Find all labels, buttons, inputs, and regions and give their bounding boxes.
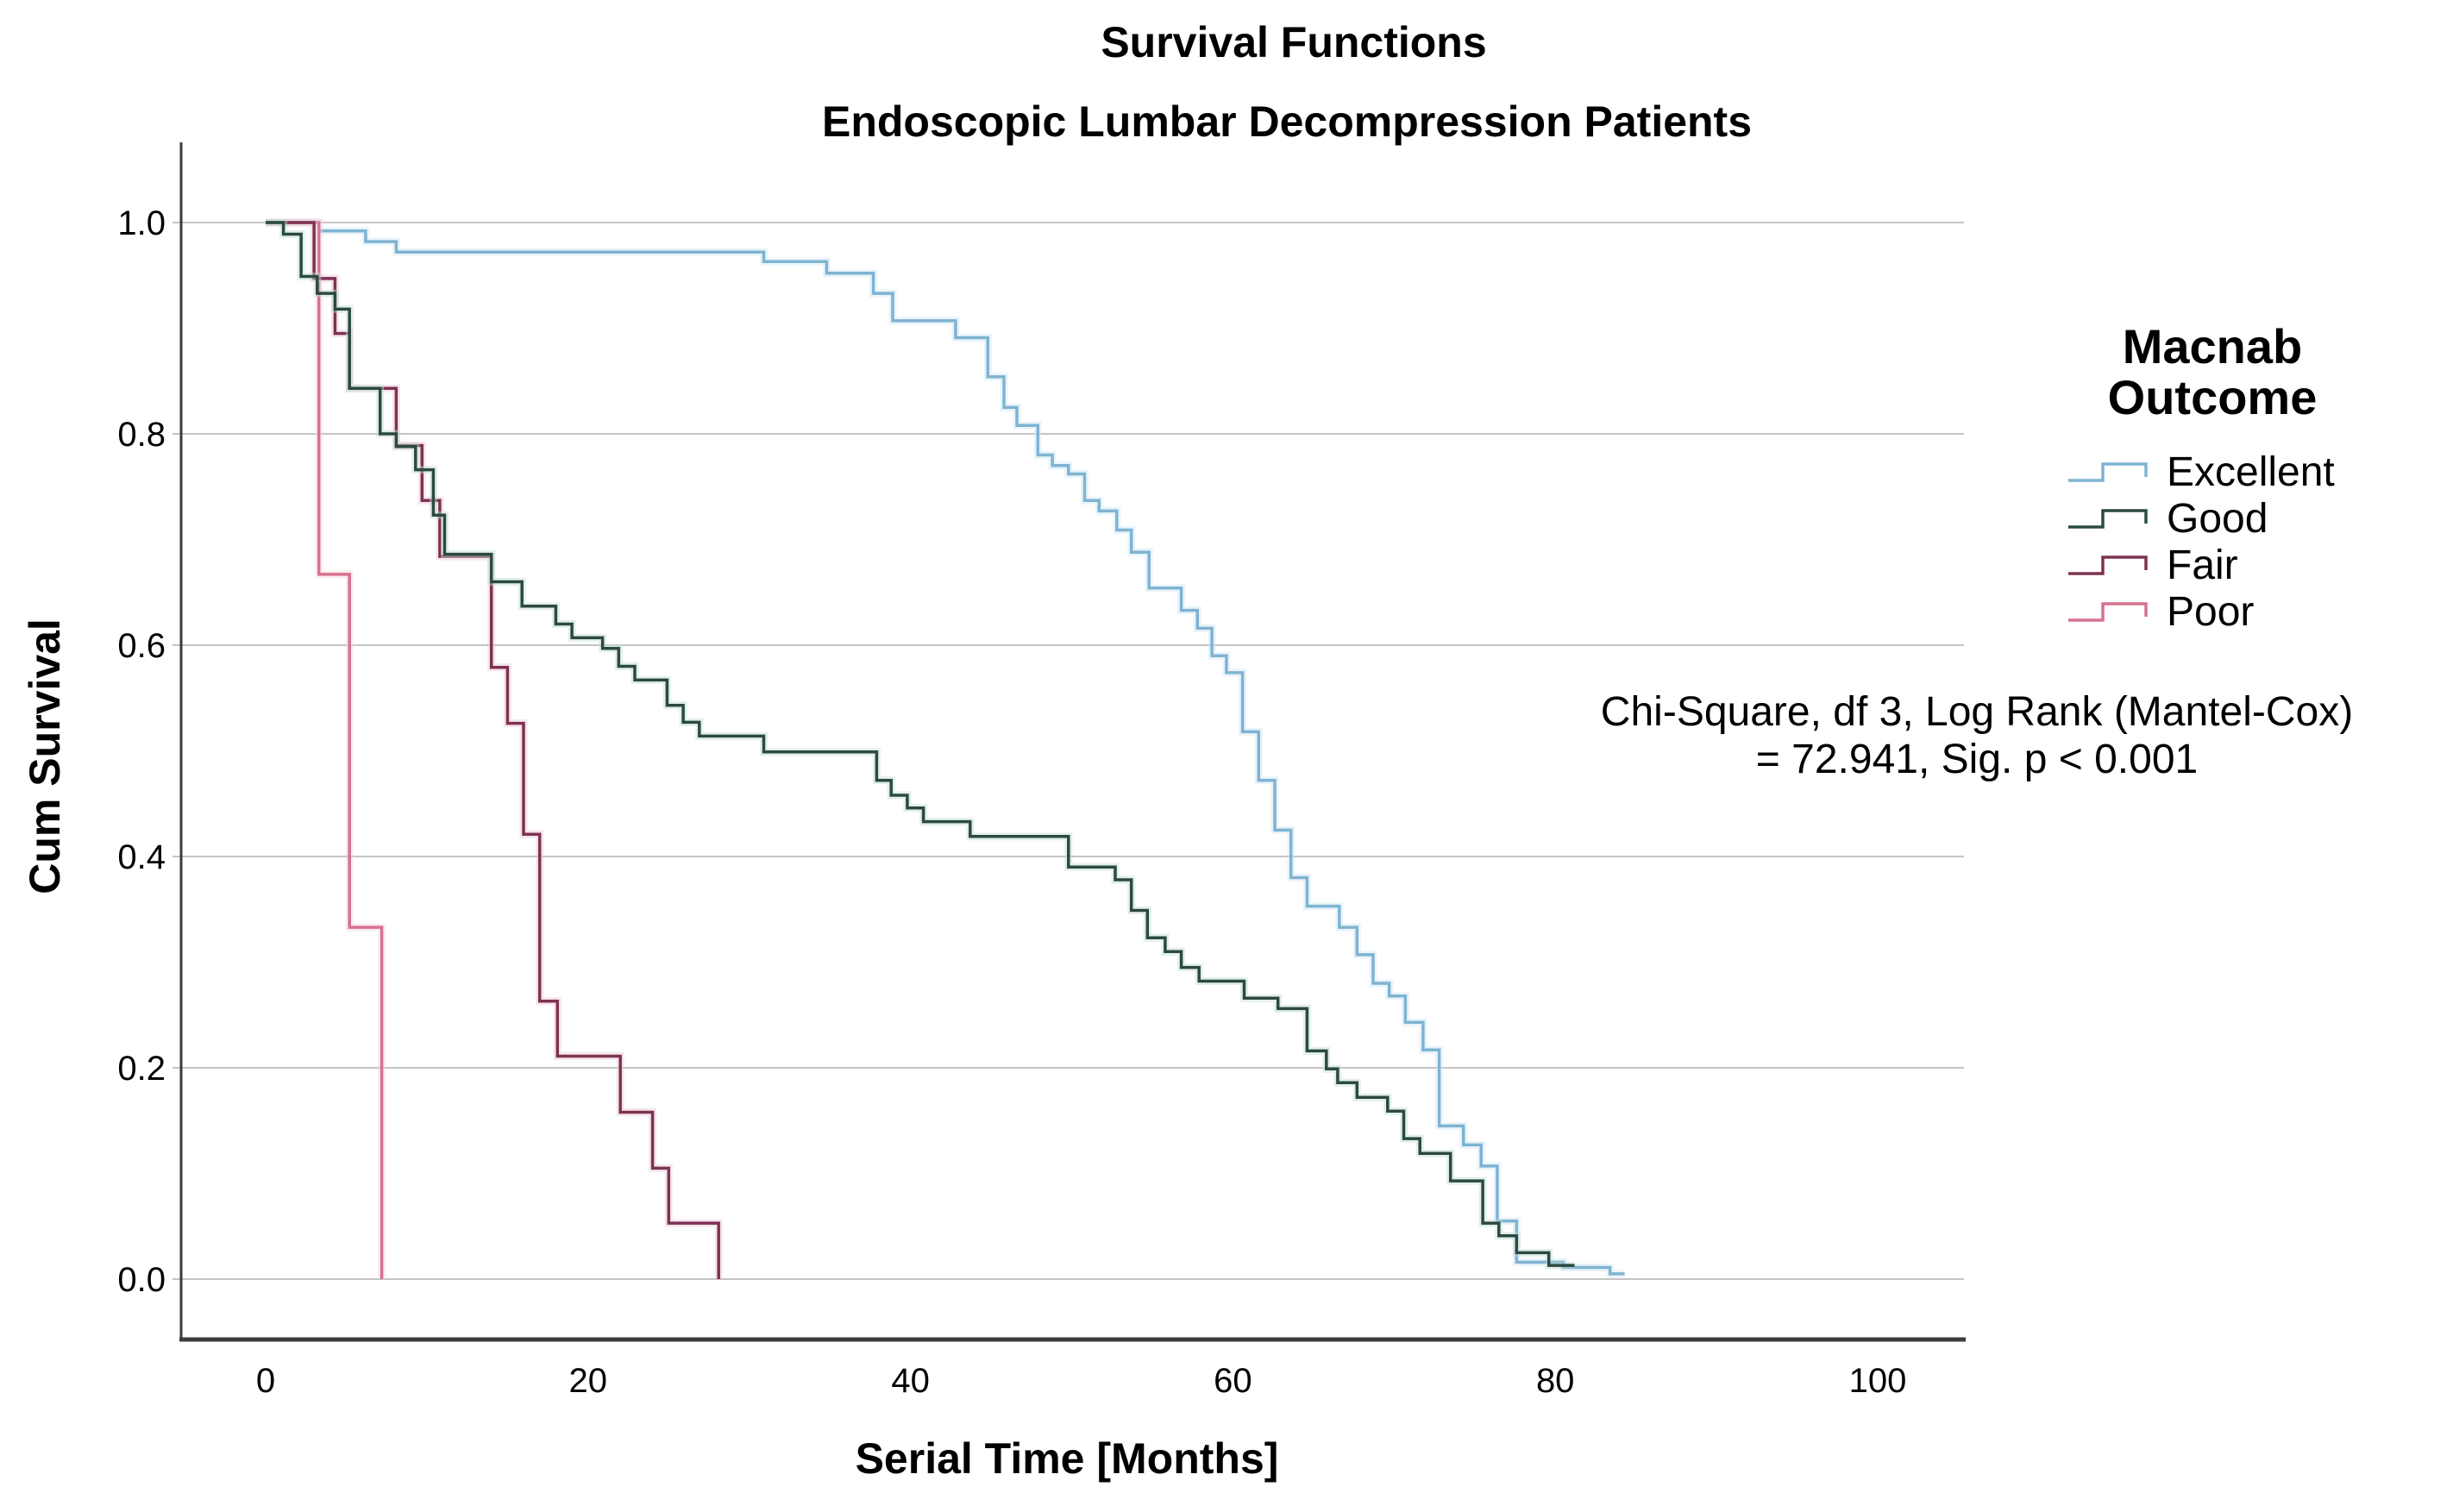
svg-text:20: 20 (569, 1362, 608, 1400)
x-axis-label: Serial Time [Months] (855, 1434, 1279, 1483)
legend-item-label: Good (2167, 495, 2268, 542)
legend-item-label: Poor (2167, 588, 2255, 635)
y-axis-label: Cum Survival (21, 618, 69, 894)
legend-marker-excellent-icon (2068, 462, 2148, 482)
svg-text:100: 100 (1849, 1362, 1907, 1400)
svg-text:0.4: 0.4 (117, 838, 166, 876)
svg-text:1.0: 1.0 (117, 204, 166, 242)
legend-item-fair: Fair (2067, 542, 2335, 588)
chart-title: Survival Functions (1101, 18, 1487, 66)
series-poor-curve (266, 218, 386, 1279)
svg-text:0.6: 0.6 (117, 627, 166, 665)
legend-item-excellent: Excellent (2067, 449, 2335, 495)
legend: Excellent Good Fair Poor (2067, 449, 2335, 635)
legend-item-good: Good (2067, 495, 2335, 542)
svg-text:0: 0 (256, 1362, 275, 1400)
gridlines (173, 222, 1964, 1280)
stats-line-1: Chi-Square, df 3, Log Rank (Mantel-Cox) (1600, 689, 2354, 735)
axes (179, 142, 1966, 1342)
svg-text:0.0: 0.0 (117, 1261, 166, 1299)
legend-marker-poor-icon (2068, 602, 2148, 622)
legend-item-poor: Poor (2067, 588, 2335, 635)
legend-item-label: Fair (2167, 542, 2238, 588)
legend-title: Macnab Outcome (2108, 321, 2318, 423)
svg-text:40: 40 (891, 1362, 930, 1400)
svg-text:80: 80 (1536, 1362, 1575, 1400)
legend-title-line-1: Macnab (2122, 319, 2303, 373)
series-excellent-curve (266, 218, 1625, 1278)
series-good-curve (266, 218, 1575, 1270)
stats-line-2: = 72.941, Sig. p < 0.001 (1755, 737, 2199, 782)
legend-item-label: Excellent (2167, 449, 2335, 495)
svg-text:60: 60 (1214, 1362, 1252, 1400)
legend-title-line-2: Outcome (2107, 370, 2318, 424)
y-axis-tick-labels: 1.0 0.8 0.6 0.4 0.2 0.0 (117, 204, 166, 1299)
series-fair-curve (266, 218, 723, 1279)
x-axis-tick-labels: 0 20 40 60 80 100 (256, 1362, 1907, 1400)
chart-subtitle: Endoscopic Lumbar Decompression Patients (821, 97, 1753, 146)
svg-text:0.2: 0.2 (117, 1050, 166, 1088)
legend-marker-good-icon (2068, 509, 2148, 529)
svg-text:0.8: 0.8 (117, 416, 166, 454)
legend-marker-fair-icon (2068, 555, 2148, 575)
stats-annotation: Chi-Square, df 3, Log Rank (Mantel-Cox) … (1601, 688, 2353, 783)
